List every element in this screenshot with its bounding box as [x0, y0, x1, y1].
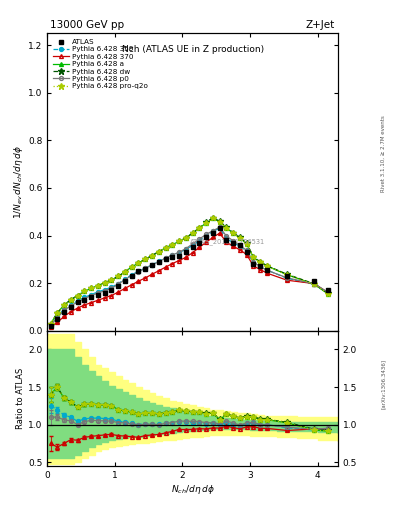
Y-axis label: $1/N_{ev}\,dN_{ch}/d\eta\,d\phi$: $1/N_{ev}\,dN_{ch}/d\eta\,d\phi$ — [12, 145, 25, 219]
Text: ATLAS_2019_I1736531: ATLAS_2019_I1736531 — [190, 238, 265, 245]
Text: [arXiv:1306.3436]: [arXiv:1306.3436] — [381, 359, 386, 409]
Y-axis label: Ratio to ATLAS: Ratio to ATLAS — [16, 368, 25, 429]
Text: 13000 GeV pp: 13000 GeV pp — [50, 19, 124, 30]
Text: Z+Jet: Z+Jet — [306, 19, 335, 30]
Legend: ATLAS, Pythia 6.428 359, Pythia 6.428 370, Pythia 6.428 a, Pythia 6.428 dw, Pyth: ATLAS, Pythia 6.428 359, Pythia 6.428 37… — [51, 37, 150, 92]
Text: Rivet 3.1.10, ≥ 2.7M events: Rivet 3.1.10, ≥ 2.7M events — [381, 115, 386, 192]
Text: Nch (ATLAS UE in Z production): Nch (ATLAS UE in Z production) — [121, 45, 264, 54]
X-axis label: $N_{ch}/d\eta\,d\phi$: $N_{ch}/d\eta\,d\phi$ — [171, 482, 215, 496]
